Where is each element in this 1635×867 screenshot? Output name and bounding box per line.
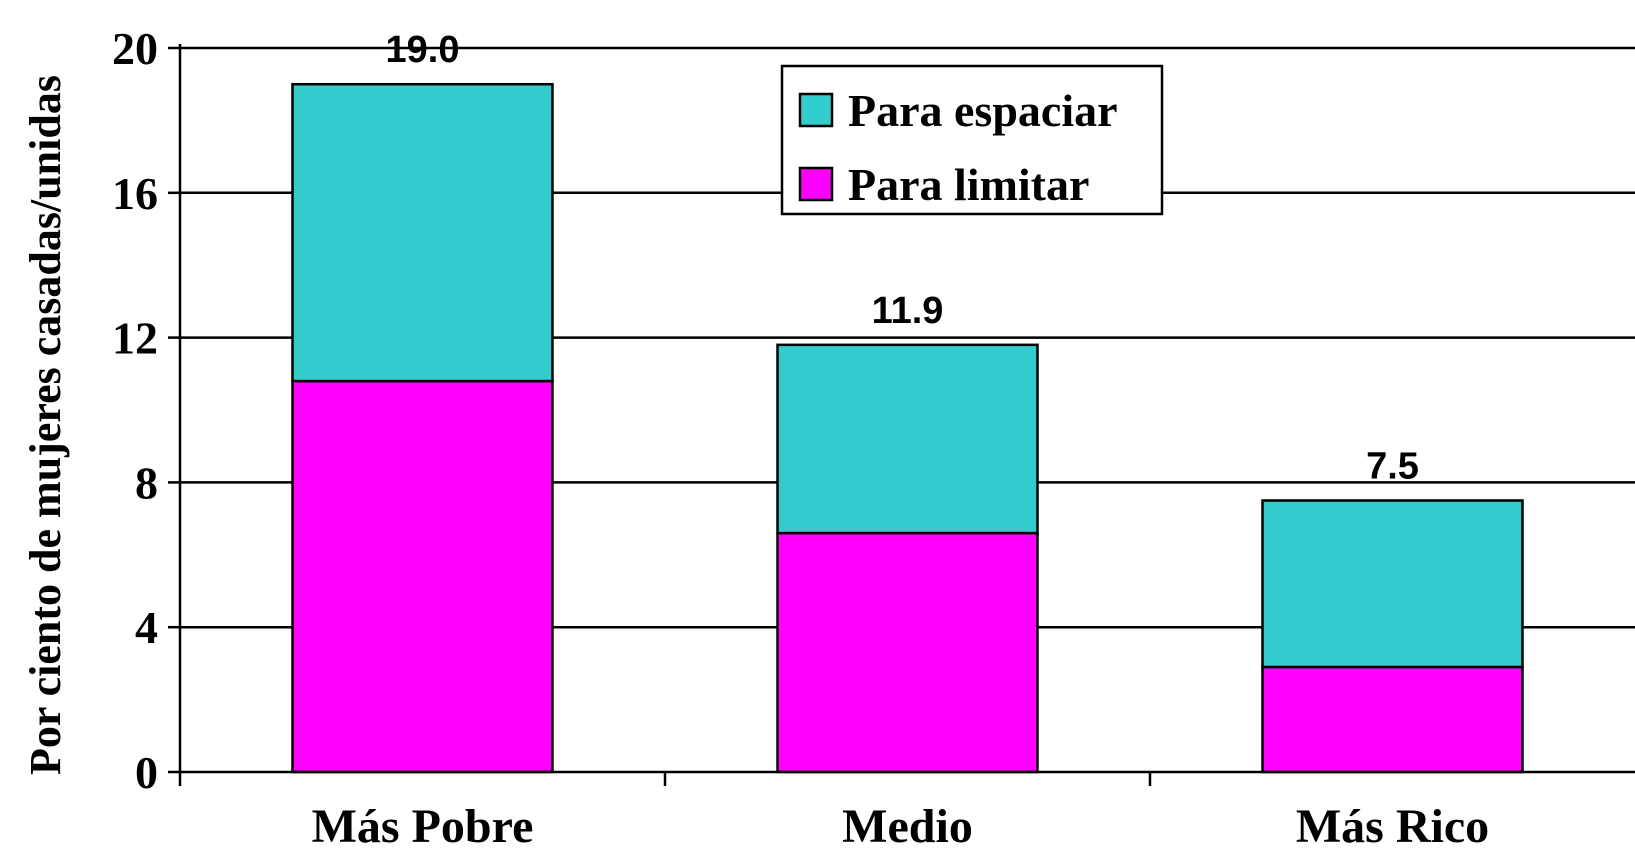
bar-para-limitar [776,531,1039,774]
total-label: 7.5 [1366,446,1419,488]
labels: 0 4 8 12 16 20 19.0 Más Pobre 11.9 Medio 7.5 Más Ri… [112,23,1489,853]
legend-swatch [798,166,834,202]
y-tick-label: 8 [135,457,158,508]
y-tick-label: 16 [112,168,158,219]
y-tick-label: 4 [135,602,158,653]
bar-para-espaciar [1261,499,1524,669]
bar-para-limitar [1261,665,1524,774]
y-tick-label: 12 [112,313,158,364]
legend-swatch [798,92,834,128]
y-axis-label: Por ciento de mujeres casadas/unidas [21,75,70,775]
legend: Para espaciar Para limitar [780,64,1164,216]
total-label: 19.0 [386,29,460,71]
x-category-label: Más Rico [1296,800,1489,853]
bar-para-limitar [291,379,554,774]
legend-box [780,64,1164,216]
y-tick-label: 20 [112,23,158,74]
bars [291,82,1524,774]
legend-label: Para limitar [848,159,1089,210]
bar-para-espaciar [776,343,1039,535]
axes [168,44,1635,786]
y-tick-label: 0 [135,747,158,798]
x-category-label: Medio [842,800,973,853]
bar-para-espaciar [291,82,554,383]
legend-label: Para espaciar [848,85,1118,136]
x-category-label: Más Pobre [312,800,534,853]
total-label: 11.9 [872,290,944,332]
